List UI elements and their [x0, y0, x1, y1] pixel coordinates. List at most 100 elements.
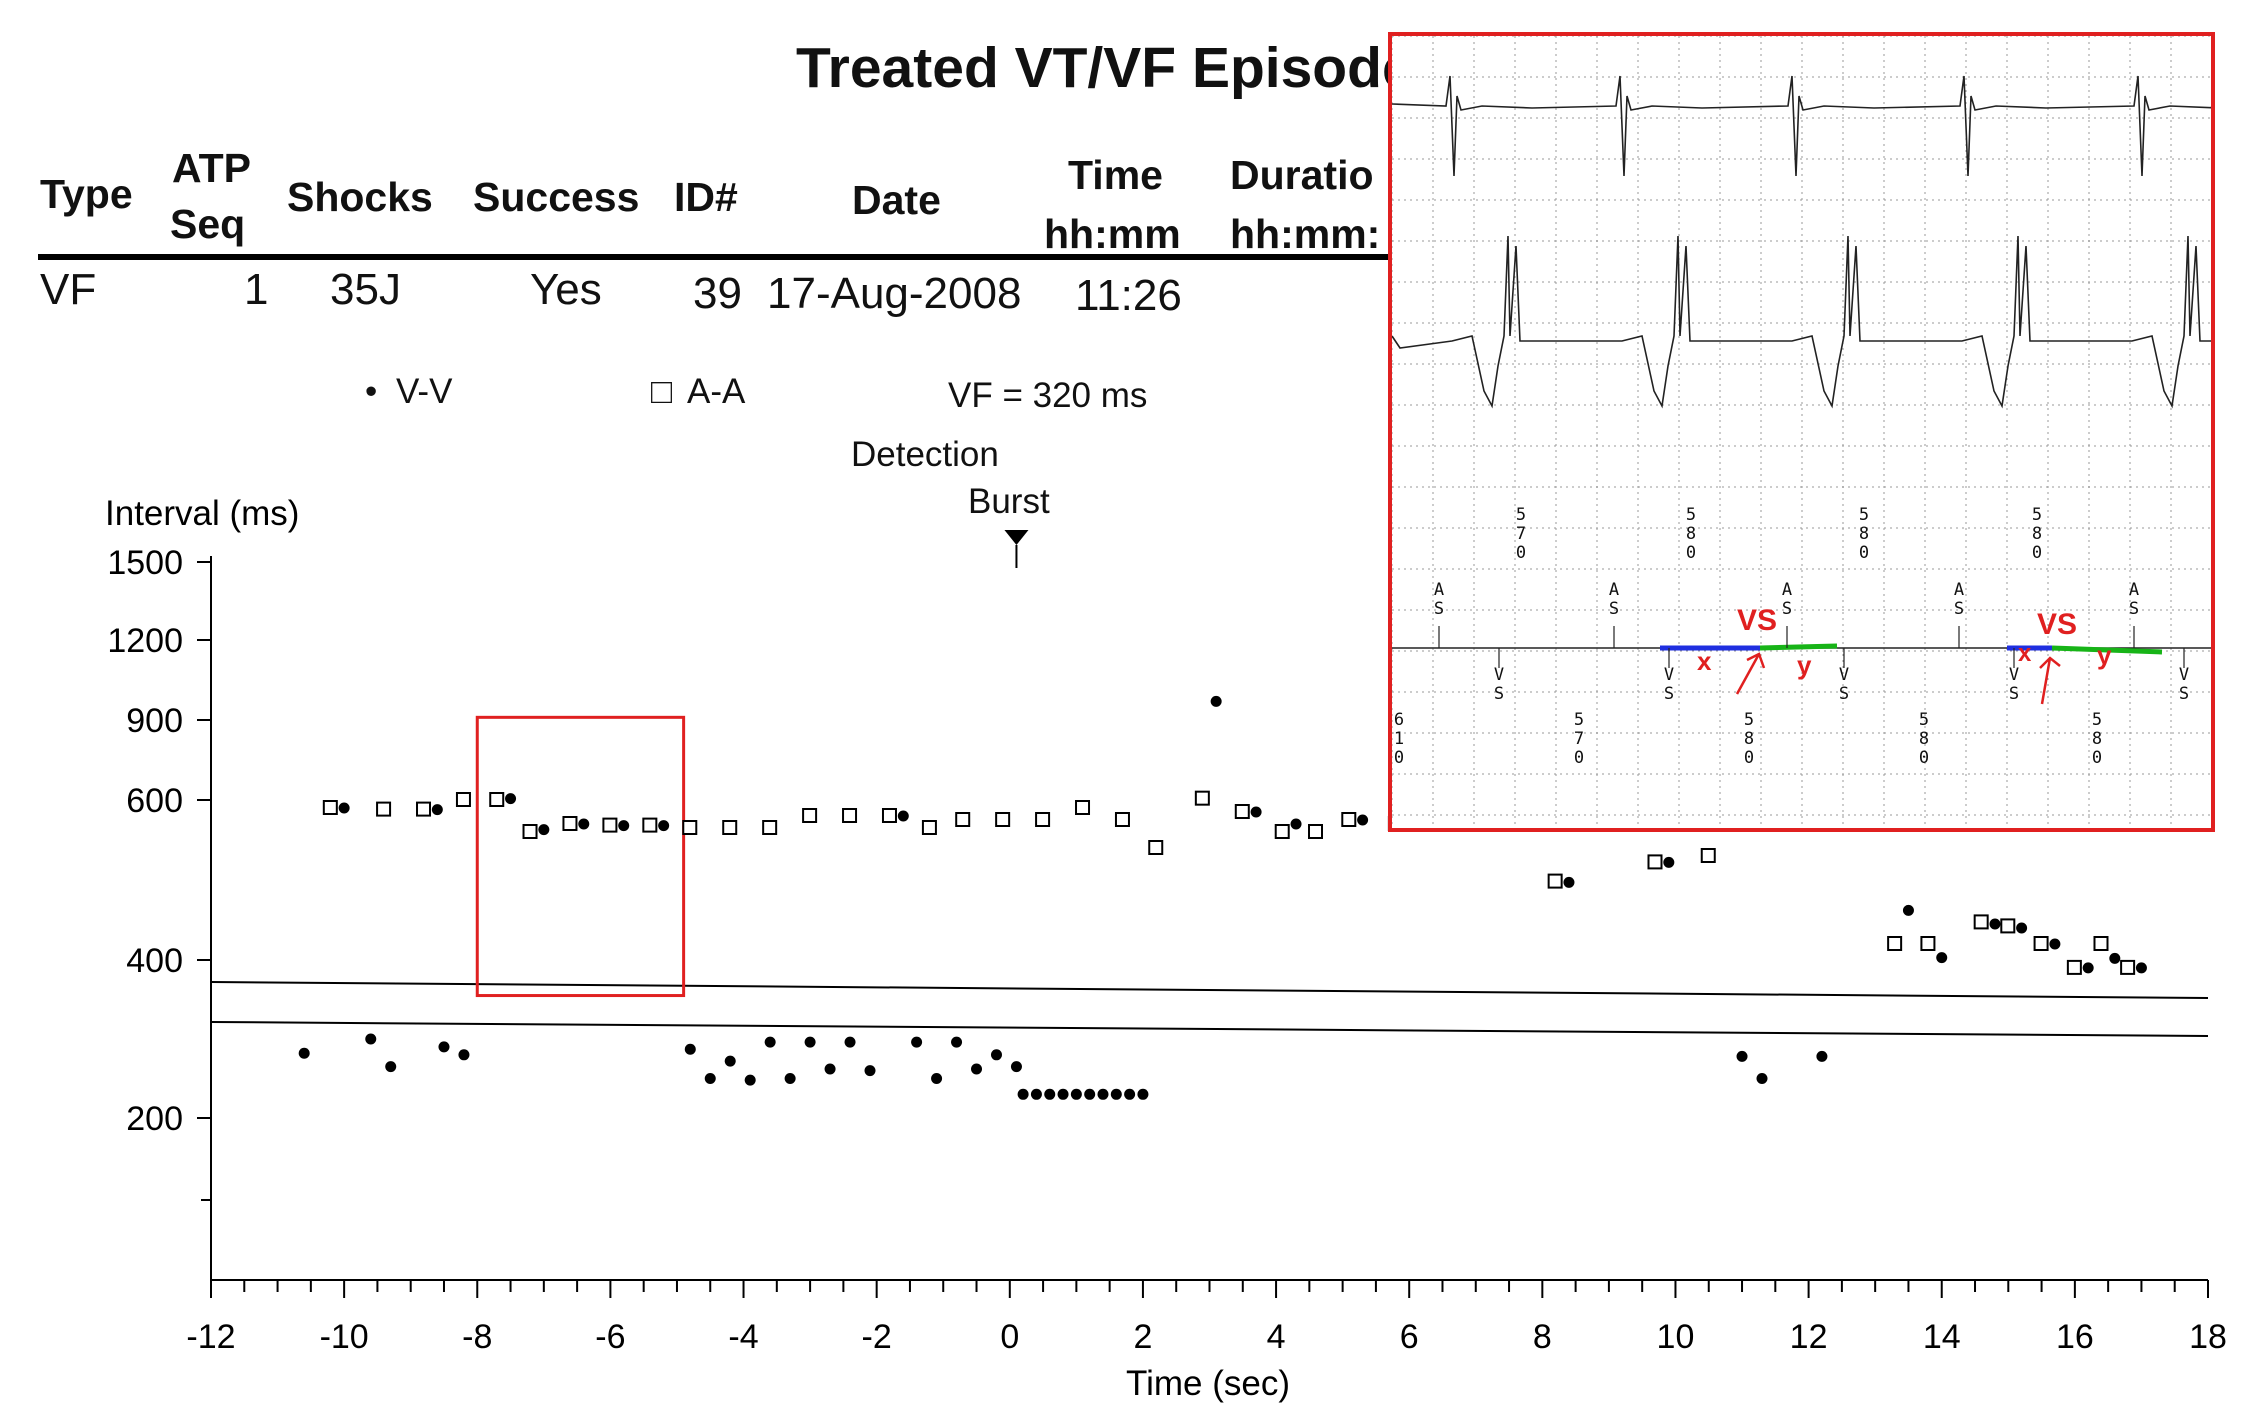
- col-header-time-unit: hh:mm: [1044, 211, 1181, 257]
- vv-point: [1010, 1061, 1022, 1073]
- vv-point: [1057, 1088, 1069, 1100]
- x-tick-label: 12: [1790, 1318, 1828, 1356]
- aa-point: [881, 808, 897, 823]
- vv-point: [1137, 1088, 1149, 1100]
- vv-point: [724, 1055, 736, 1067]
- vv-point: [911, 1036, 923, 1048]
- y-tick-label: 1500: [107, 544, 183, 582]
- vv-point: [824, 1063, 836, 1075]
- vv-point: [1250, 806, 1262, 818]
- legend-vf-zone: VF = 320 ms: [948, 376, 1148, 415]
- x-tick-label: 0: [1000, 1318, 1019, 1356]
- aa-point: [522, 824, 538, 839]
- vv-point: [1017, 1088, 1029, 1100]
- x-tick-label: -2: [862, 1318, 892, 1356]
- red-arrow-2: [2039, 656, 2061, 705]
- vv-interval-label: 6 1 0: [1393, 710, 1405, 768]
- vv-point: [951, 1036, 963, 1048]
- aa-point: [1194, 790, 1210, 806]
- as-marker-label: A S: [1433, 580, 1445, 619]
- x-tick-label: 8: [1533, 1318, 1552, 1356]
- aa-point: [642, 817, 658, 833]
- aa-point: [1920, 936, 1936, 951]
- vv-point: [658, 820, 670, 832]
- col-header-duration: Duratio: [1230, 152, 1374, 198]
- vv-point: [1902, 904, 1914, 916]
- x-tick-label: -12: [186, 1318, 235, 1356]
- legend-aa-symbol: □: [651, 372, 673, 411]
- row-date: 17-Aug-2008: [767, 269, 1022, 318]
- vv-point: [2049, 938, 2061, 950]
- vv-interval-label: 5 8 0: [2091, 710, 2103, 768]
- vv-point: [1290, 818, 1302, 830]
- legend-aa-label: A-A: [687, 372, 746, 411]
- vv-point: [2016, 922, 2028, 934]
- aa-point: [489, 792, 505, 807]
- legend-vv-symbol: •: [365, 372, 378, 411]
- egm-trace-atrial: [1392, 75, 2211, 177]
- vv-point: [990, 1049, 1002, 1061]
- col-header-type: Type: [40, 171, 133, 217]
- vv-point: [365, 1033, 377, 1045]
- red-y-label-2: y: [2097, 640, 2112, 670]
- vv-point: [1210, 695, 1222, 707]
- aa-point: [955, 812, 971, 827]
- vv-point: [1070, 1088, 1082, 1100]
- vv-point: [1989, 918, 2001, 930]
- vv-point: [684, 1043, 696, 1055]
- aa-interval-label: 5 7 0: [1515, 505, 1527, 563]
- row-shocks: 35J: [330, 265, 401, 314]
- report-title: Treated VT/VF Episodes: [796, 36, 1446, 100]
- vv-point: [764, 1036, 776, 1048]
- aa-point: [1973, 914, 1989, 930]
- vv-point: [931, 1073, 943, 1084]
- red-x-label-1: x: [1697, 646, 1712, 676]
- vv-point: [385, 1061, 397, 1073]
- vv-point: [1663, 856, 1675, 868]
- aa-point: [376, 801, 392, 817]
- aa-point: [762, 820, 778, 835]
- vv-point: [431, 804, 443, 816]
- row-id: 39: [693, 269, 742, 318]
- aa-point: [1075, 800, 1091, 815]
- table-header-rule: [38, 254, 1398, 260]
- y-tick-label: 200: [126, 1100, 183, 1138]
- x-tick-label: 6: [1400, 1318, 1419, 1356]
- col-header-id: ID#: [674, 174, 738, 220]
- egm-trace-ventricular: [1392, 235, 2211, 409]
- vv-point: [1936, 952, 1948, 964]
- col-header-success: Success: [473, 174, 640, 220]
- vv-point: [578, 818, 590, 830]
- vv-point: [897, 810, 909, 822]
- x-tick-label: -10: [320, 1318, 369, 1356]
- aa-point: [1647, 854, 1663, 870]
- aa-interval-label: 5 8 0: [1685, 505, 1697, 563]
- x-tick-label: 2: [1133, 1318, 1152, 1356]
- col-header-shocks: Shocks: [287, 174, 433, 220]
- vv-point: [458, 1049, 470, 1061]
- y-interval-segment-1: [1759, 643, 1838, 651]
- zone-line-upper: [210, 981, 2209, 999]
- aa-point: [2093, 936, 2109, 951]
- aa-point: [1234, 804, 1250, 819]
- vv-point: [1124, 1088, 1136, 1100]
- aa-point: [2000, 918, 2016, 934]
- aa-point: [455, 792, 471, 807]
- vv-point: [1736, 1050, 1748, 1062]
- aa-point: [682, 820, 698, 835]
- col-header-atp: ATP: [172, 145, 251, 191]
- y-axis-label: Interval (ms): [105, 494, 299, 533]
- vv-point: [844, 1036, 856, 1048]
- y-tick-label: 600: [126, 782, 183, 820]
- y-tick-label: 400: [126, 942, 183, 980]
- aa-point: [1700, 848, 1716, 863]
- x-tick-label: -8: [462, 1318, 492, 1356]
- x-tick-label: 18: [2189, 1318, 2227, 1356]
- vv-point: [1756, 1073, 1768, 1084]
- col-header-time: Time: [1068, 152, 1163, 198]
- aa-point: [2066, 959, 2082, 975]
- vv-point: [1044, 1088, 1056, 1100]
- aa-point: [2033, 936, 2049, 951]
